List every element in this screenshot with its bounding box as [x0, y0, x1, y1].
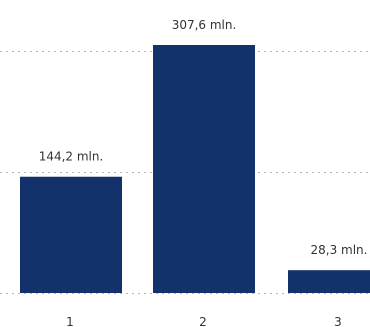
- data-label-1: 144,2 mln.: [39, 150, 104, 164]
- data-label-3: 28,3 mln.: [311, 243, 368, 257]
- x-tick-label-2: 2: [199, 315, 207, 327]
- x-axis-ticks: 1 2 3: [66, 315, 342, 327]
- data-label-2: 307,6 mln.: [172, 18, 237, 32]
- bar-1: [20, 176, 122, 293]
- grid-layer: [0, 51, 370, 294]
- bar-3: [288, 270, 370, 293]
- x-tick-label-3: 3: [334, 315, 342, 327]
- bars-layer: [20, 45, 370, 293]
- bar-2: [153, 45, 255, 293]
- labels-layer: 144,2 mln. 307,6 mln. 28,3 mln.: [39, 18, 368, 257]
- x-tick-label-1: 1: [66, 315, 74, 327]
